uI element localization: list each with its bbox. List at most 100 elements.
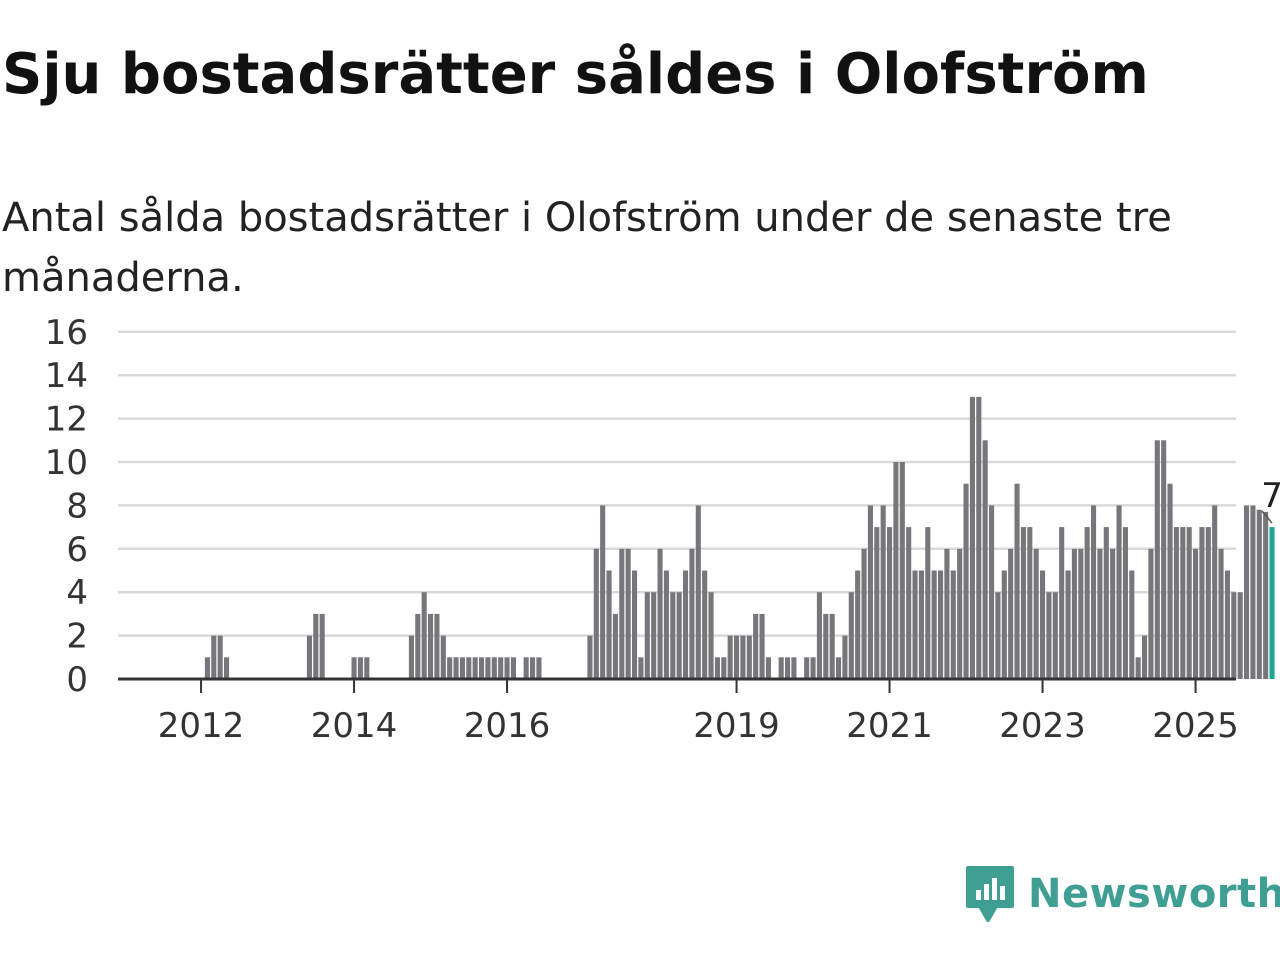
bar [313,613,319,679]
bar [1020,527,1026,679]
bar [969,396,975,679]
bar [625,548,631,679]
bar [880,505,886,679]
bar [1008,548,1014,679]
bar [644,592,650,679]
bar [1040,570,1046,679]
x-tick-label: 2012 [158,706,245,746]
bar [906,527,912,679]
y-tick-label: 12 [45,400,88,440]
bar [861,548,867,679]
y-tick-label: 2 [66,617,88,657]
bar [472,657,478,679]
bar [1205,527,1211,679]
bar [440,635,446,679]
bar [1199,527,1205,679]
bar [925,527,931,679]
bar [899,462,905,679]
bars [204,396,1275,679]
bar [1097,548,1103,679]
brand-name: Newsworthy [1028,871,1280,917]
bar [1001,570,1007,679]
bar [676,592,682,679]
bar [447,657,453,679]
bar [1244,505,1250,679]
bar [1059,527,1065,679]
bar [421,592,427,679]
x-tick-label: 2016 [464,706,551,746]
bar [950,570,956,679]
bar [523,657,529,679]
bar [1224,570,1230,679]
bar [453,657,459,679]
x-tick-label: 2021 [846,706,933,746]
bar [670,592,676,679]
bar [1161,440,1167,679]
bar [1154,440,1160,679]
bar [842,635,848,679]
bar [612,613,618,679]
bar [466,657,472,679]
bar [1122,527,1128,679]
bar [211,635,217,679]
bar [1148,548,1154,679]
bar [204,657,210,679]
bar [530,657,536,679]
bar [740,635,746,679]
bar [963,483,969,679]
bar [836,657,842,679]
bar [938,570,944,679]
bar [714,657,720,679]
bar [657,548,663,679]
bar [893,462,899,679]
bar [1065,570,1071,679]
bar [428,613,434,679]
bar [306,635,312,679]
bar [593,548,599,679]
x-tick-label: 2019 [693,706,780,746]
bar [829,613,835,679]
bar [689,548,695,679]
bar [1091,505,1097,679]
bar [746,635,752,679]
bar [727,635,733,679]
bar [498,657,504,679]
bar [1084,527,1090,679]
bar [651,592,657,679]
newsworthy-icon [966,866,1014,922]
bar [1014,483,1020,679]
bar [734,635,740,679]
bar [1237,592,1243,679]
bar [217,635,223,679]
bar [351,657,357,679]
bar [683,570,689,679]
bar [1167,483,1173,679]
bar [357,657,363,679]
bar [1231,592,1237,679]
bar [1103,527,1109,679]
bar [816,592,822,679]
x-tick-label: 2025 [1152,706,1239,746]
bar [708,592,714,679]
bar [867,505,873,679]
chart-subtitle: Antal sålda bostadsrätter i Olofström un… [2,195,1172,301]
bar [848,592,854,679]
bar [982,440,988,679]
bar [1186,527,1192,679]
bar [1078,548,1084,679]
bar [957,548,963,679]
bar [912,570,918,679]
bar [1173,527,1179,679]
bar [491,657,497,679]
bar [224,657,230,679]
bar [1110,548,1116,679]
bar [976,396,982,679]
bar [989,505,995,679]
bar [823,613,829,679]
bar [1116,505,1122,679]
bar [874,527,880,679]
bar [319,613,325,679]
bar [1071,548,1077,679]
